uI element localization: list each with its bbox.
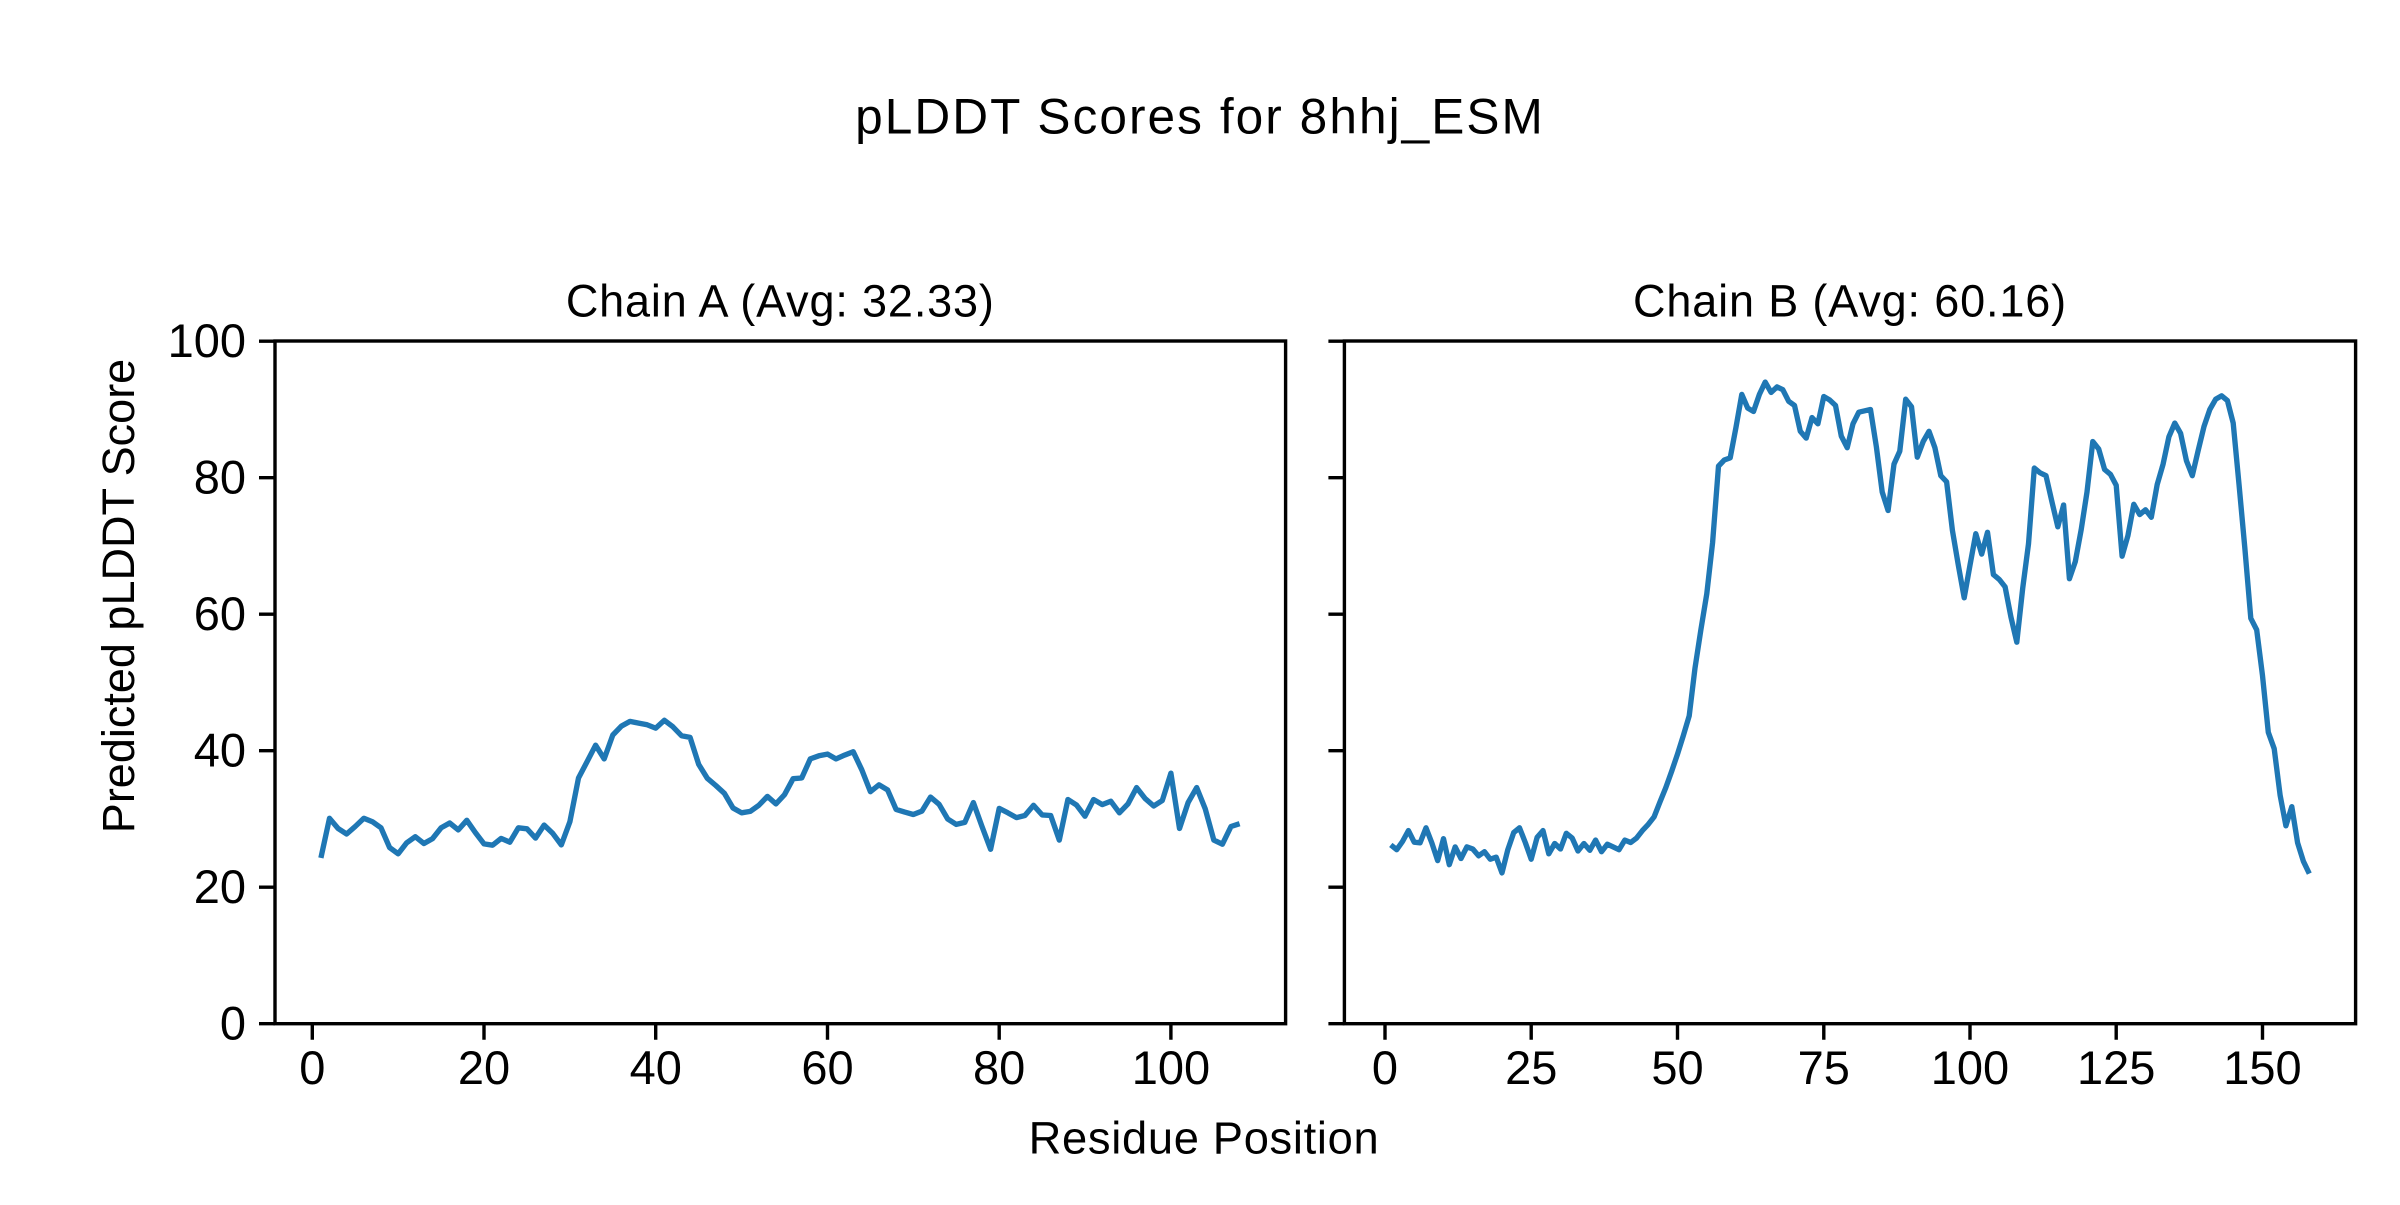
svg-text:100: 100 [168, 314, 246, 367]
svg-text:25: 25 [1505, 1041, 1557, 1094]
svg-text:60: 60 [801, 1041, 853, 1094]
svg-text:150: 150 [2223, 1041, 2301, 1094]
svg-text:20: 20 [194, 860, 246, 913]
svg-text:100: 100 [1132, 1041, 1210, 1094]
svg-text:pLDDT Scores for 8hhj_ESM: pLDDT Scores for 8hhj_ESM [855, 88, 1545, 144]
svg-text:0: 0 [1372, 1041, 1398, 1094]
svg-text:Chain B (Avg: 60.16): Chain B (Avg: 60.16) [1633, 276, 2067, 327]
svg-text:0: 0 [299, 1041, 325, 1094]
svg-text:125: 125 [2077, 1041, 2155, 1094]
svg-text:100: 100 [1931, 1041, 2009, 1094]
svg-text:Predicted pLDDT Score: Predicted pLDDT Score [93, 359, 144, 833]
svg-text:75: 75 [1798, 1041, 1850, 1094]
svg-text:80: 80 [194, 451, 246, 504]
svg-text:40: 40 [194, 724, 246, 777]
svg-text:40: 40 [630, 1041, 682, 1094]
svg-text:0: 0 [220, 997, 246, 1050]
svg-text:80: 80 [973, 1041, 1025, 1094]
svg-text:50: 50 [1651, 1041, 1703, 1094]
svg-text:Residue Position: Residue Position [1029, 1112, 1380, 1163]
svg-text:20: 20 [458, 1041, 510, 1094]
svg-text:Chain A (Avg: 32.33): Chain A (Avg: 32.33) [566, 276, 995, 327]
svg-text:60: 60 [194, 587, 246, 640]
